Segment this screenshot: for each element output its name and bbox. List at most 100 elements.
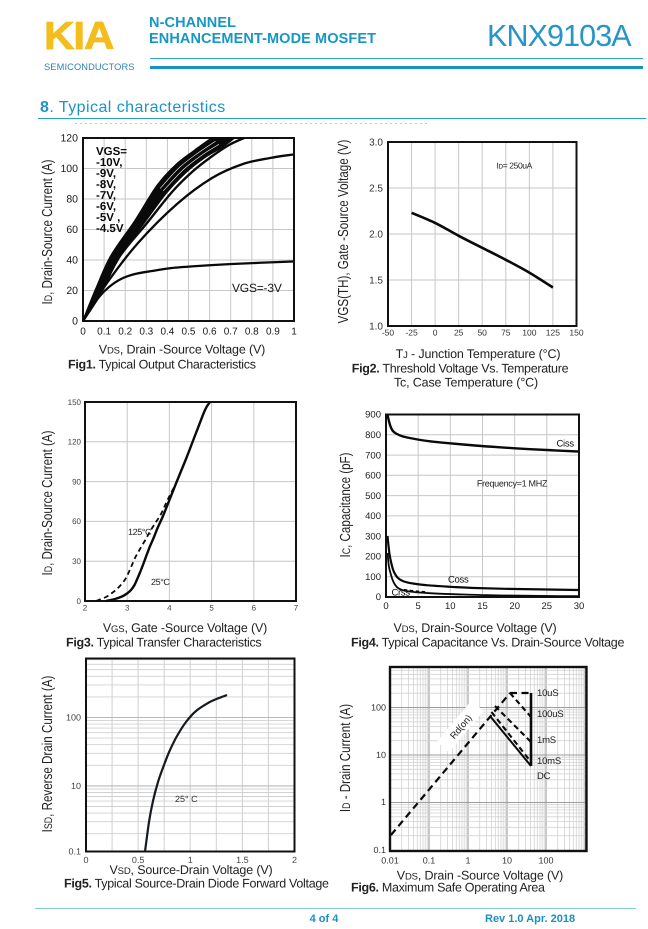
svg-text:25° C: 25° C [175, 794, 198, 804]
svg-text:TJ - Junction Temperature (°C): TJ - Junction Temperature (°C) [396, 347, 561, 361]
svg-text:1.5: 1.5 [369, 276, 383, 287]
svg-text:0: 0 [83, 855, 88, 865]
svg-text:100: 100 [66, 713, 81, 723]
svg-text:60: 60 [72, 517, 81, 526]
svg-text:150: 150 [68, 398, 82, 407]
svg-text:15: 15 [477, 601, 488, 612]
svg-text:Fig5. Typical Source-Drain Dio: Fig5. Typical Source-Drain Diode Forward… [64, 877, 329, 891]
svg-text:6: 6 [252, 604, 257, 613]
svg-text:0.6: 0.6 [203, 327, 217, 338]
svg-text:ID, Drain-Source Current (A): ID, Drain-Source Current (A) [40, 160, 56, 305]
svg-text:3.0: 3.0 [369, 138, 383, 149]
svg-text:150: 150 [569, 328, 583, 338]
svg-text:1.5: 1.5 [236, 855, 249, 865]
svg-text:20: 20 [66, 285, 78, 297]
svg-text:30: 30 [574, 601, 585, 612]
svg-text:IC, Capacitance (pF): IC, Capacitance (pF) [338, 452, 354, 557]
svg-text:-4.5V: -4.5V [96, 223, 124, 235]
svg-text:1: 1 [291, 327, 297, 338]
svg-text:100: 100 [60, 163, 78, 175]
svg-text:100: 100 [371, 703, 386, 713]
svg-text:0.2: 0.2 [118, 327, 132, 338]
svg-text:0.5: 0.5 [132, 855, 145, 865]
svg-text:10: 10 [71, 781, 81, 791]
svg-text:5: 5 [416, 601, 421, 612]
svg-text:VGS=: VGS= [96, 146, 127, 158]
svg-text:Fig4. Typical Capacitance Vs.: Fig4. Typical Capacitance Vs. Drain-Sour… [351, 636, 624, 650]
svg-text:120: 120 [60, 133, 78, 145]
svg-text:0: 0 [376, 592, 381, 603]
svg-text:800: 800 [365, 430, 381, 441]
svg-text:80: 80 [66, 194, 78, 206]
svg-text:100uS: 100uS [537, 709, 563, 720]
svg-text:ID, Drain-Source Current (A): ID, Drain-Source Current (A) [40, 431, 56, 576]
svg-text:700: 700 [365, 450, 381, 461]
svg-text:500: 500 [365, 491, 381, 502]
svg-text:40: 40 [66, 255, 78, 267]
svg-text:10: 10 [376, 750, 386, 760]
svg-text:0.9: 0.9 [266, 327, 280, 338]
svg-text:-10V,: -10V, [96, 157, 122, 169]
svg-text:VGS, Gate -Source Voltage (V): VGS, Gate -Source Voltage (V) [103, 621, 267, 635]
svg-text:5: 5 [209, 604, 214, 613]
svg-text:2: 2 [292, 855, 297, 865]
svg-text:2: 2 [83, 604, 88, 613]
svg-text:Fig6. Maximum Safe Operating A: Fig6. Maximum Safe Operating Area [351, 881, 545, 895]
svg-text:0.4: 0.4 [160, 327, 174, 338]
svg-text:50: 50 [477, 328, 487, 338]
svg-text:1.0: 1.0 [369, 322, 383, 333]
svg-text:125°C: 125°C [128, 527, 152, 537]
svg-text:VGS=-3V: VGS=-3V [232, 281, 282, 295]
svg-text:0: 0 [77, 597, 82, 606]
svg-text:1: 1 [381, 797, 386, 807]
svg-text:Fig2. Threshold Voltage Vs. Te: Fig2. Threshold Voltage Vs. Temperature [352, 362, 569, 376]
svg-text:VGS(TH), Gate -Source Voltage: VGS(TH), Gate -Source Voltage (V) [336, 140, 352, 324]
svg-text:Frequency=1 MHZ: Frequency=1 MHZ [477, 479, 548, 489]
svg-text:0.1: 0.1 [373, 845, 386, 855]
svg-text:VSD, Source-Drain Voltage (V): VSD, Source-Drain Voltage (V) [109, 863, 272, 877]
svg-text:DC: DC [537, 771, 551, 782]
svg-text:0: 0 [433, 328, 438, 338]
svg-text:300: 300 [365, 531, 381, 542]
svg-text:VDS, Drain-Source Voltage (V): VDS, Drain-Source Voltage (V) [393, 621, 556, 635]
svg-text:400: 400 [365, 511, 381, 522]
svg-text:0.5: 0.5 [182, 327, 196, 338]
svg-text:25: 25 [542, 601, 553, 612]
svg-text:-5V ,: -5V , [96, 212, 120, 224]
svg-text:Fig3. Typical Transfer Charact: Fig3. Typical Transfer Characteristics [66, 636, 261, 650]
svg-text:10uS: 10uS [537, 688, 558, 699]
svg-text:120: 120 [68, 438, 82, 447]
svg-text:10: 10 [502, 856, 512, 866]
svg-text:-25: -25 [405, 328, 418, 338]
svg-text:Tc, Case Temperature (°C): Tc, Case Temperature (°C) [394, 376, 538, 390]
svg-text:Ciss: Ciss [557, 439, 575, 450]
svg-text:600: 600 [365, 471, 381, 482]
svg-text:-7V,: -7V, [96, 190, 116, 202]
svg-text:-50: -50 [382, 328, 395, 338]
svg-text:Coss: Coss [448, 575, 469, 586]
svg-text:2.5: 2.5 [369, 184, 383, 195]
svg-text:0: 0 [383, 601, 388, 612]
svg-text:0: 0 [72, 316, 78, 328]
svg-text:0: 0 [80, 327, 86, 338]
svg-text:ID - Drain Current (A): ID - Drain Current (A) [338, 704, 354, 812]
svg-text:Fig1. Typical Output Character: Fig1. Typical Output Characteristics [68, 358, 256, 372]
svg-text:25: 25 [454, 328, 464, 338]
svg-text:0.1: 0.1 [423, 856, 436, 866]
svg-text:60: 60 [66, 224, 78, 236]
svg-text:ID= 250uA: ID= 250uA [497, 161, 533, 171]
svg-text:ISD, Reverse Drain Current (A): ISD, Reverse Drain Current (A) [40, 676, 56, 833]
svg-text:1: 1 [188, 855, 193, 865]
svg-text:VDS, Drain -Source Voltage (V): VDS, Drain -Source Voltage (V) [99, 343, 265, 357]
svg-text:0.01: 0.01 [381, 856, 399, 866]
svg-text:-9V,: -9V, [96, 168, 116, 180]
svg-text:100: 100 [522, 328, 536, 338]
svg-text:90: 90 [72, 477, 81, 486]
svg-text:3: 3 [125, 604, 130, 613]
svg-text:-8V,: -8V, [96, 179, 116, 191]
svg-text:0.1: 0.1 [97, 327, 111, 338]
svg-text:-6V,: -6V, [96, 201, 116, 213]
svg-text:7: 7 [294, 604, 299, 613]
svg-text:Crss: Crss [392, 588, 411, 599]
svg-text:900: 900 [365, 410, 381, 421]
